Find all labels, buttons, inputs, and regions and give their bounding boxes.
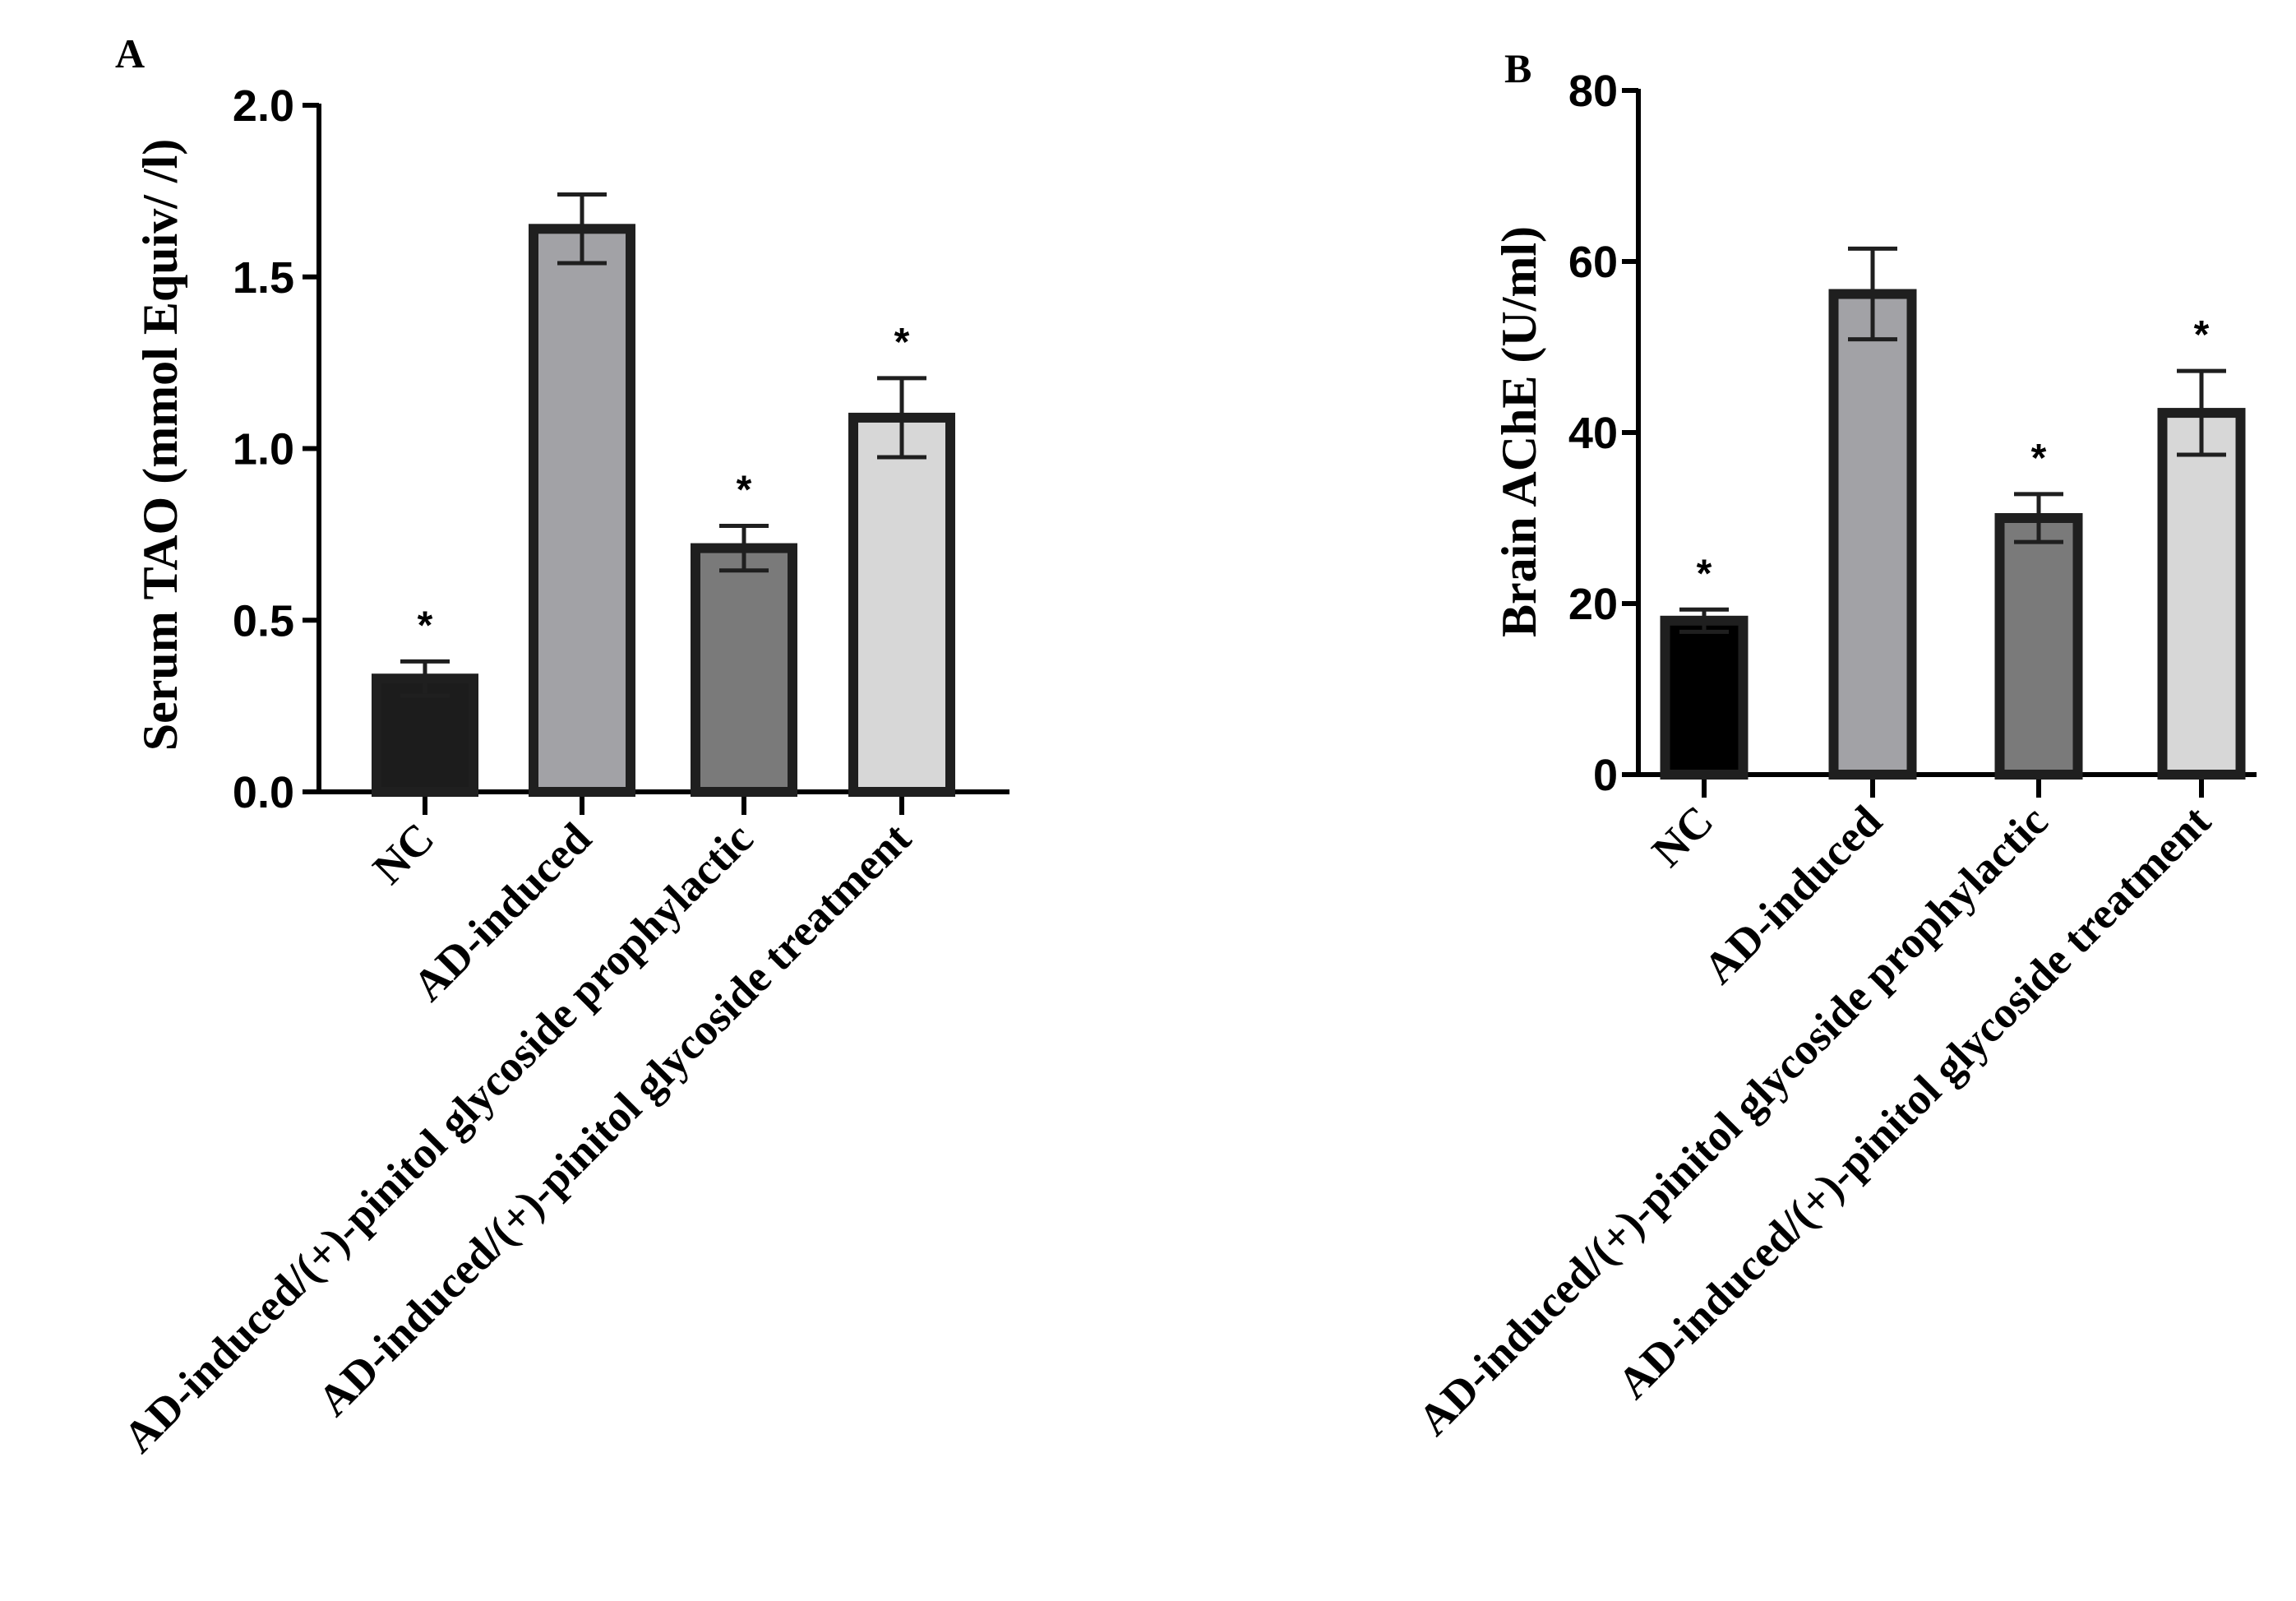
panel-b-significance-star: *: [2031, 437, 2047, 480]
panel-a-letter: A: [115, 30, 145, 76]
panel-b-category-label: NC: [1642, 796, 1723, 877]
panel-b-significance-star: *: [1697, 552, 1712, 595]
panel-b-significance-markers: * * *: [1697, 313, 2210, 595]
panel-a-error-bars: [400, 192, 926, 698]
panel-a: A Serum TAO (mmol Equiv/ /l) 0.0 0.5 1.0 1.…: [113, 30, 1009, 1462]
panel-b-category-label: AD-induced/(+)-pinitol glycoside treatme…: [1608, 796, 2220, 1408]
panel-b-y-tick-label: 40: [1568, 409, 1618, 458]
panel-b-bar: [2157, 408, 2246, 780]
panel-b-bar: [1660, 615, 1749, 780]
panel-a-y-tick-label: 0.0: [233, 768, 294, 817]
panel-a-y-tick-label: 2.0: [233, 81, 294, 131]
panel-a-y-tick-label: 1.0: [233, 425, 294, 474]
panel-b-bar: [1994, 513, 2083, 780]
panel-b-bars: [1660, 289, 2246, 780]
panel-a-category-label: AD-induced/(+)-pinitol glycoside prophyl…: [113, 813, 762, 1462]
panel-b-y-tick-label: 60: [1568, 238, 1618, 287]
panel-b-error-bars: [1679, 246, 2226, 634]
panel-a-bars: [372, 224, 955, 797]
panel-a-y-tick-label: 1.5: [233, 253, 294, 303]
panel-a-category-label: NC: [363, 813, 444, 894]
panel-b-y-axis-title: Brain AChE (U/ml): [1492, 226, 1546, 637]
panel-b-y-tick-label: 20: [1568, 580, 1618, 629]
panel-a-bar: [848, 412, 955, 797]
panel-b: B Brain AChE (U/ml) 0 20 40 60 80 * * * NCAD-i…: [1408, 45, 2257, 1445]
panel-b-category-label: AD-induced/(+)-pinitol glycoside prophyl…: [1408, 796, 2057, 1445]
panel-b-significance-star: *: [2194, 313, 2210, 357]
panel-b-y-tick-label: 80: [1568, 67, 1618, 116]
panel-a-bar: [691, 543, 797, 797]
panel-a-y-axis-title: Serum TAO (mmol Equiv/ /l): [133, 139, 187, 752]
panel-a-significance-star: *: [737, 468, 752, 511]
panel-a-significance-star: *: [418, 604, 433, 647]
panel-a-y-tick-label: 0.5: [233, 596, 294, 645]
panel-a-bar: [529, 224, 635, 797]
panel-b-bar: [1828, 289, 1917, 780]
panel-b-letter: B: [1504, 45, 1531, 91]
panel-a-significance-markers: * * *: [418, 321, 910, 647]
panel-a-significance-star: *: [894, 321, 910, 364]
panel-b-y-tick-label: 0: [1593, 751, 1618, 800]
panel-a-category-label: AD-induced/(+)-pinitol glycoside treatme…: [308, 813, 920, 1425]
